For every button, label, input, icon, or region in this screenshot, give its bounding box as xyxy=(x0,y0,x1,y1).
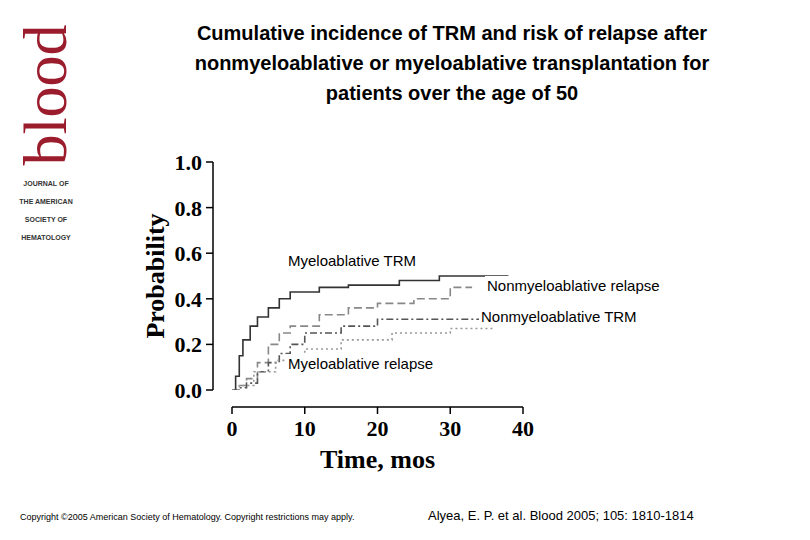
copyright: Copyright ©2005 American Society of Hema… xyxy=(20,512,354,522)
series-line xyxy=(232,319,479,390)
y-tick-label: 0.6 xyxy=(175,241,203,266)
series-label-bg xyxy=(286,354,435,374)
x-tick xyxy=(522,407,524,414)
y-tick-label: 0.4 xyxy=(175,287,203,312)
series-label: Nonmyeloablative TRM xyxy=(481,308,637,325)
logo-word: blood xyxy=(11,24,79,165)
x-tick-label: 20 xyxy=(367,416,389,441)
logo-line: THE AMERICAN xyxy=(19,198,72,205)
x-tick xyxy=(231,407,233,414)
series-line xyxy=(232,287,472,390)
slide: blood JOURNAL OF THE AMERICAN SOCIETY OF HEM… xyxy=(0,0,810,540)
series-label: Myeloablative relapse xyxy=(288,355,433,372)
y-axis-label: Probability xyxy=(141,213,170,338)
logo-line: HEMATOLOGY xyxy=(21,234,71,241)
series-label-bg xyxy=(286,251,418,271)
y-tick-label: 0.0 xyxy=(175,378,203,403)
y-tick-label: 1.0 xyxy=(175,150,203,175)
series-label: Myeloablative TRM xyxy=(288,252,416,269)
x-tick-label: 40 xyxy=(512,416,534,441)
series-line xyxy=(232,328,494,390)
y-tick xyxy=(206,161,213,163)
x-tick xyxy=(377,407,379,414)
logo-line: SOCIETY OF xyxy=(25,216,68,223)
plot-area xyxy=(232,276,508,390)
root: blood JOURNAL OF THE AMERICAN SOCIETY OF HEM… xyxy=(0,0,810,540)
y-tick xyxy=(206,298,213,300)
x-tick-label: 10 xyxy=(294,416,316,441)
logo: blood JOURNAL OF THE AMERICAN SOCIETY OF HEM… xyxy=(11,24,79,241)
x-tick xyxy=(304,407,306,414)
y-tick xyxy=(206,389,213,391)
y-axis: 0.0 0.2 0.4 0.6 0.8 1.0 Probability xyxy=(141,150,213,403)
logo-line: JOURNAL OF xyxy=(23,180,69,187)
title: Cumulative incidence of TRM and risk of … xyxy=(197,22,707,44)
y-tick xyxy=(206,207,213,209)
series-label-bg xyxy=(479,307,639,327)
citation: Alyea, E. P. et al. Blood 2005; 105: 181… xyxy=(428,508,694,523)
series-label: Nonmyeloablative relapse xyxy=(487,277,660,294)
y-tick xyxy=(206,344,213,346)
x-axis: 0 10 20 30 40 Time, mos xyxy=(227,407,535,474)
series-label-bg xyxy=(485,276,662,296)
series-labels: Myeloablative TRM Nonmyeloablative relaps… xyxy=(286,251,662,374)
y-tick-label: 0.2 xyxy=(175,332,203,357)
y-axis-line xyxy=(212,162,214,390)
series-line xyxy=(232,276,508,390)
x-tick-label: 0 xyxy=(227,416,238,441)
x-tick xyxy=(450,407,452,414)
y-tick-label: 0.8 xyxy=(175,196,203,221)
title: nonmyeloablative or myeloablative transp… xyxy=(195,52,710,74)
y-tick xyxy=(206,252,213,254)
title: patients over the age of 50 xyxy=(326,82,578,104)
x-tick-label: 30 xyxy=(439,416,461,441)
x-axis-label: Time, mos xyxy=(320,445,435,474)
